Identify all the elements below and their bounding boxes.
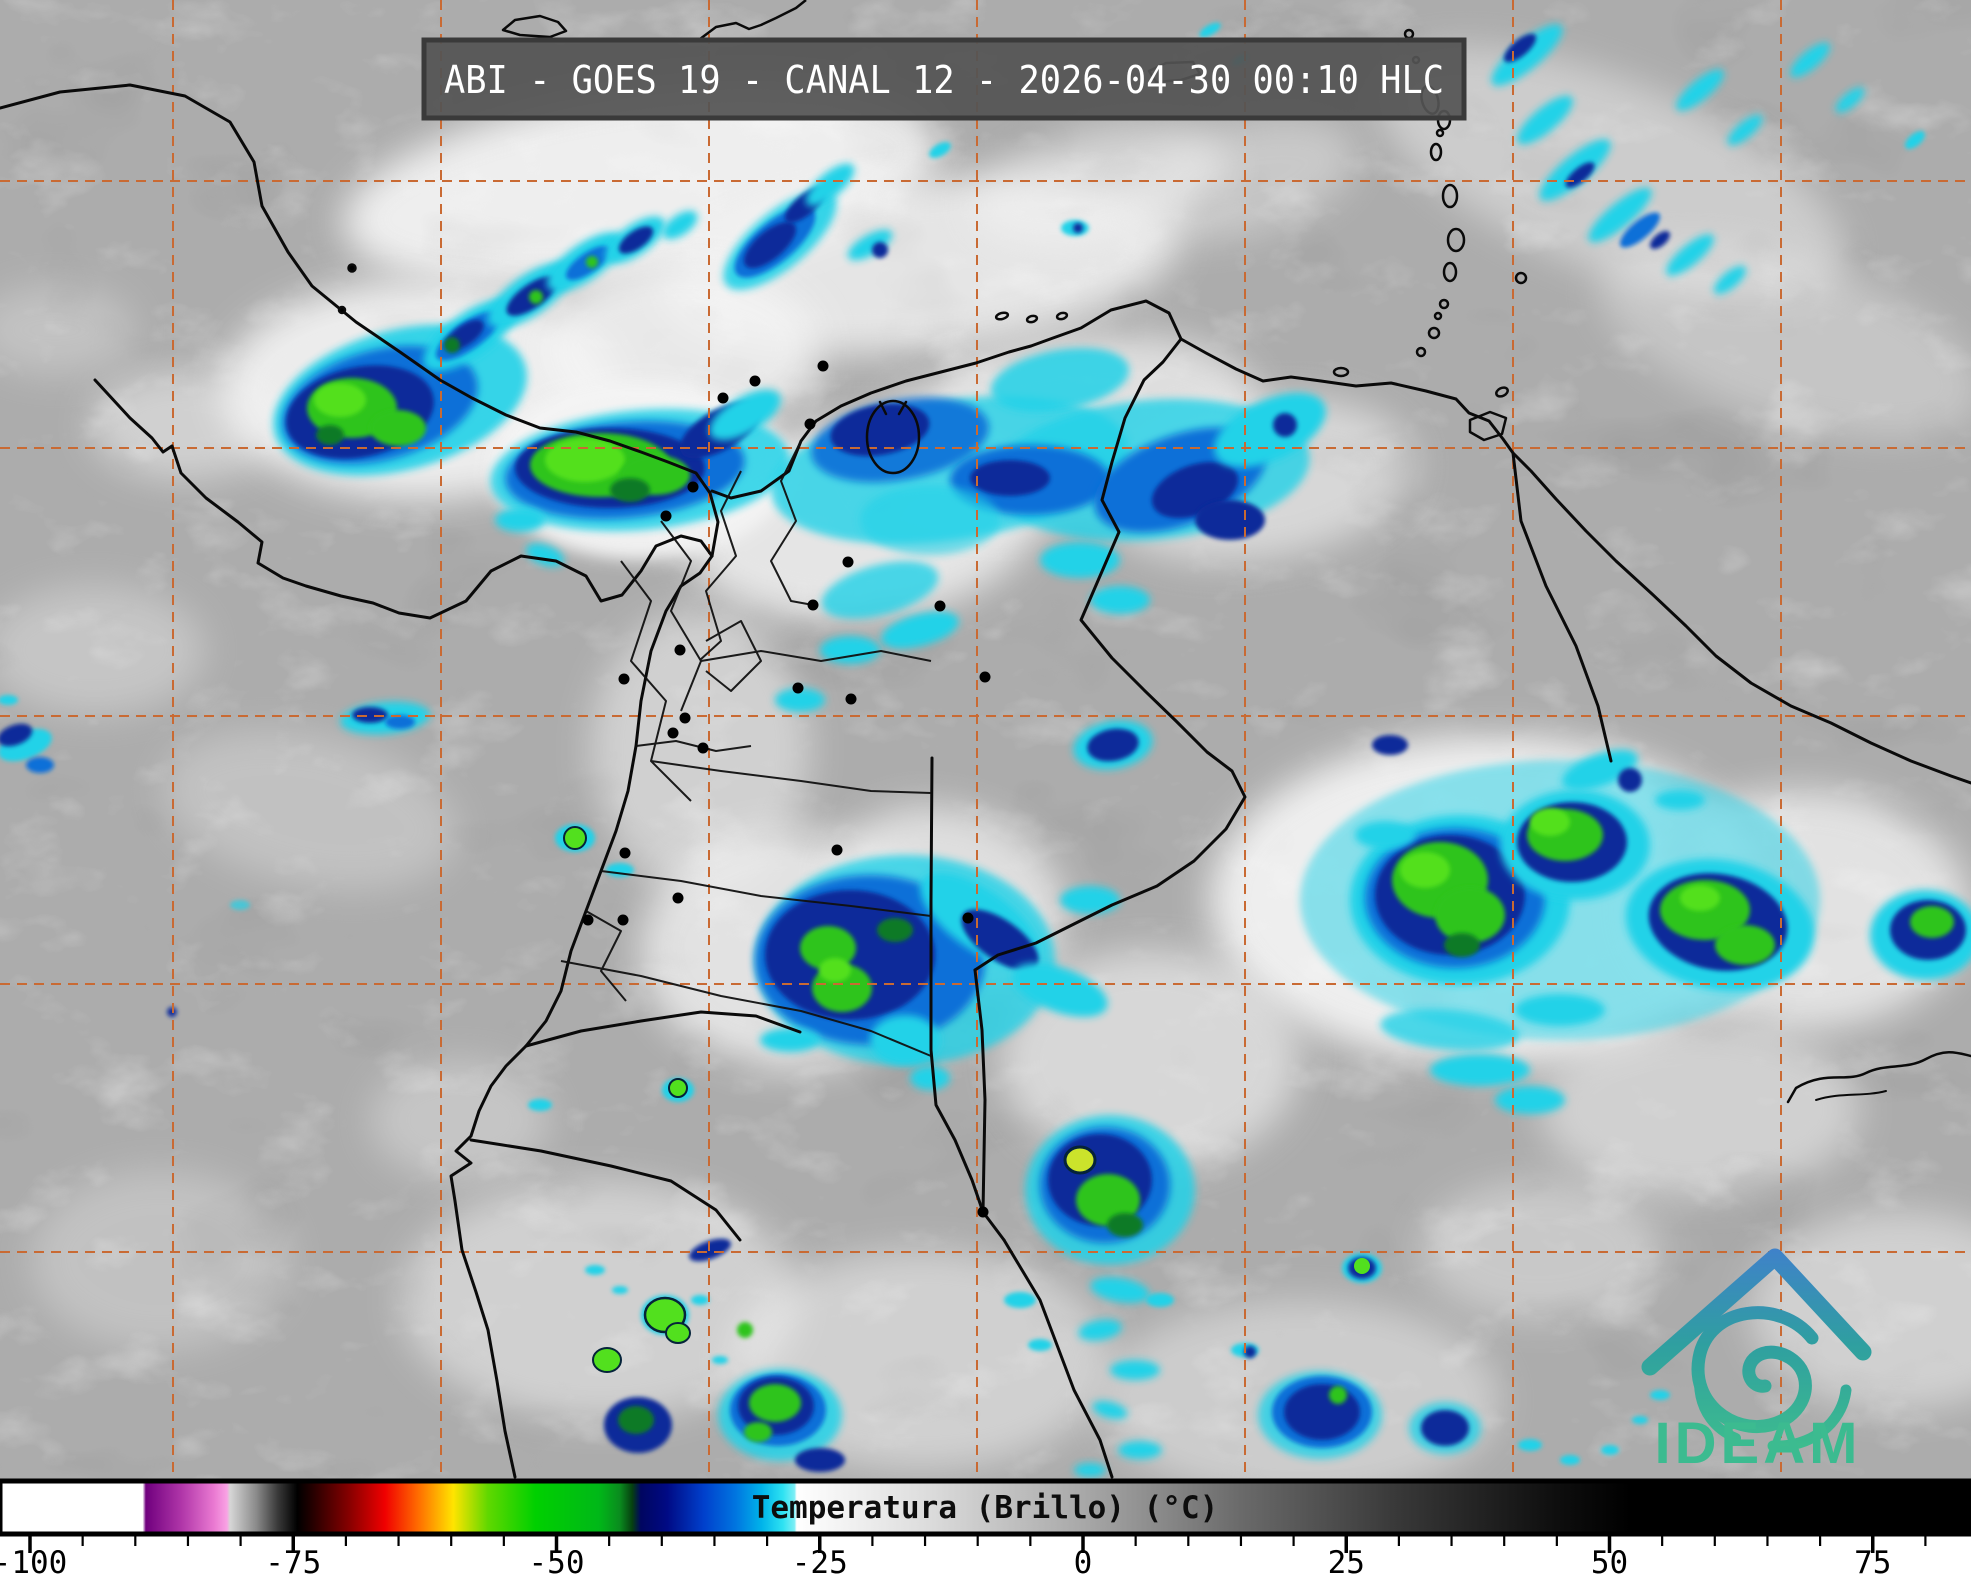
storm-cell-south <box>1004 1115 1195 1477</box>
colorbar-axis-background <box>0 1534 1971 1577</box>
colorbar: -100 -75 -50 -25 0 25 50 75 Temperatura (Brillo… <box>0 1478 1971 1577</box>
title-bar-background <box>421 37 1467 121</box>
tick-label: -100 <box>0 1545 67 1577</box>
storm-streaks-atlantic <box>1199 22 1925 295</box>
coastline-caribbean-central-america <box>0 83 720 558</box>
ideam-logo: IDEAM <box>1641 1248 1872 1476</box>
island-hispaniola-tip <box>699 0 807 40</box>
shadow-texture <box>0 0 1971 1481</box>
coastline-pacific-central-america <box>93 378 714 620</box>
lake-maracaibo <box>865 399 921 475</box>
island-providencia <box>337 305 347 315</box>
border-peru-brazil <box>1002 1238 1114 1479</box>
tick-label: -75 <box>265 1545 321 1577</box>
coastline-north-south-america <box>710 299 1971 785</box>
storm-cells-southwest <box>528 1078 845 1472</box>
coastlines-and-borders <box>0 83 1971 1479</box>
department-borders <box>560 440 932 1057</box>
storm-cells-west <box>340 701 634 877</box>
storm-cells <box>0 22 1971 1477</box>
logo-wordmark: IDEAM <box>1655 1411 1862 1476</box>
island-curacao <box>1025 314 1039 324</box>
spiral-outer-arm-icon <box>1767 1384 1852 1452</box>
storm-band-venezuela <box>771 348 1326 712</box>
city-dots <box>582 360 991 1218</box>
island-san-andres <box>347 263 357 273</box>
amazon-river-branch <box>1815 1090 1887 1101</box>
tick-label: 25 <box>1328 1545 1365 1577</box>
tick-label: -25 <box>792 1545 848 1577</box>
border-venezuela-guyana <box>1511 451 1613 763</box>
colorbar-ticks: -100 -75 -50 -25 0 25 50 75 <box>0 1534 1927 1577</box>
storm-cell-northwest <box>273 210 698 476</box>
island-margarita <box>1332 366 1350 378</box>
latlon-gridlines <box>0 0 1971 1481</box>
storm-cell-magdalena <box>490 389 790 567</box>
border-colombia-brazil <box>929 756 1006 1242</box>
border-colombia-ecuador <box>524 1010 802 1048</box>
storm-complex-east <box>1300 735 1971 1114</box>
title-text: ABI - GOES 19 - CANAL 12 - 2026-04-30 00… <box>444 58 1444 102</box>
island-jamaica <box>501 14 568 39</box>
colorbar-gradient-bar <box>0 1478 1971 1537</box>
storm-streaks-caribbean <box>723 142 1089 290</box>
tick-label: 0 <box>1074 1545 1093 1577</box>
island-tobago <box>1495 386 1509 398</box>
tick-label: 75 <box>1854 1545 1891 1577</box>
hurricane-spiral-icon <box>1691 1306 1819 1433</box>
tick-label: 50 <box>1591 1545 1628 1577</box>
storm-specks-pacific <box>0 695 250 1017</box>
island-trinidad <box>1468 410 1508 442</box>
satellite-imagery <box>0 0 1971 1500</box>
island-bonaire <box>1055 311 1069 321</box>
border-amazon-trapezoid <box>973 968 987 1214</box>
mountain-chevron-icon <box>1641 1248 1872 1376</box>
storm-cell-amazonia <box>755 720 1153 1090</box>
border-colombia-venezuela <box>973 337 1247 972</box>
spiral-left-arm-icon <box>1694 1379 1741 1443</box>
island-aruba <box>994 311 1010 321</box>
storm-cells-southeast <box>1231 1253 1670 1465</box>
colorbar-label: Temperatura (Brillo) (°C) <box>752 1490 1219 1526</box>
title-bar: ABI - GOES 19 - CANAL 12 - 2026-04-30 00… <box>421 37 1467 121</box>
lake-maracaibo-neck <box>878 400 908 416</box>
border-ecuador-peru <box>469 1138 742 1242</box>
amazon-river <box>1786 1051 1971 1104</box>
tick-label: -50 <box>529 1545 585 1577</box>
